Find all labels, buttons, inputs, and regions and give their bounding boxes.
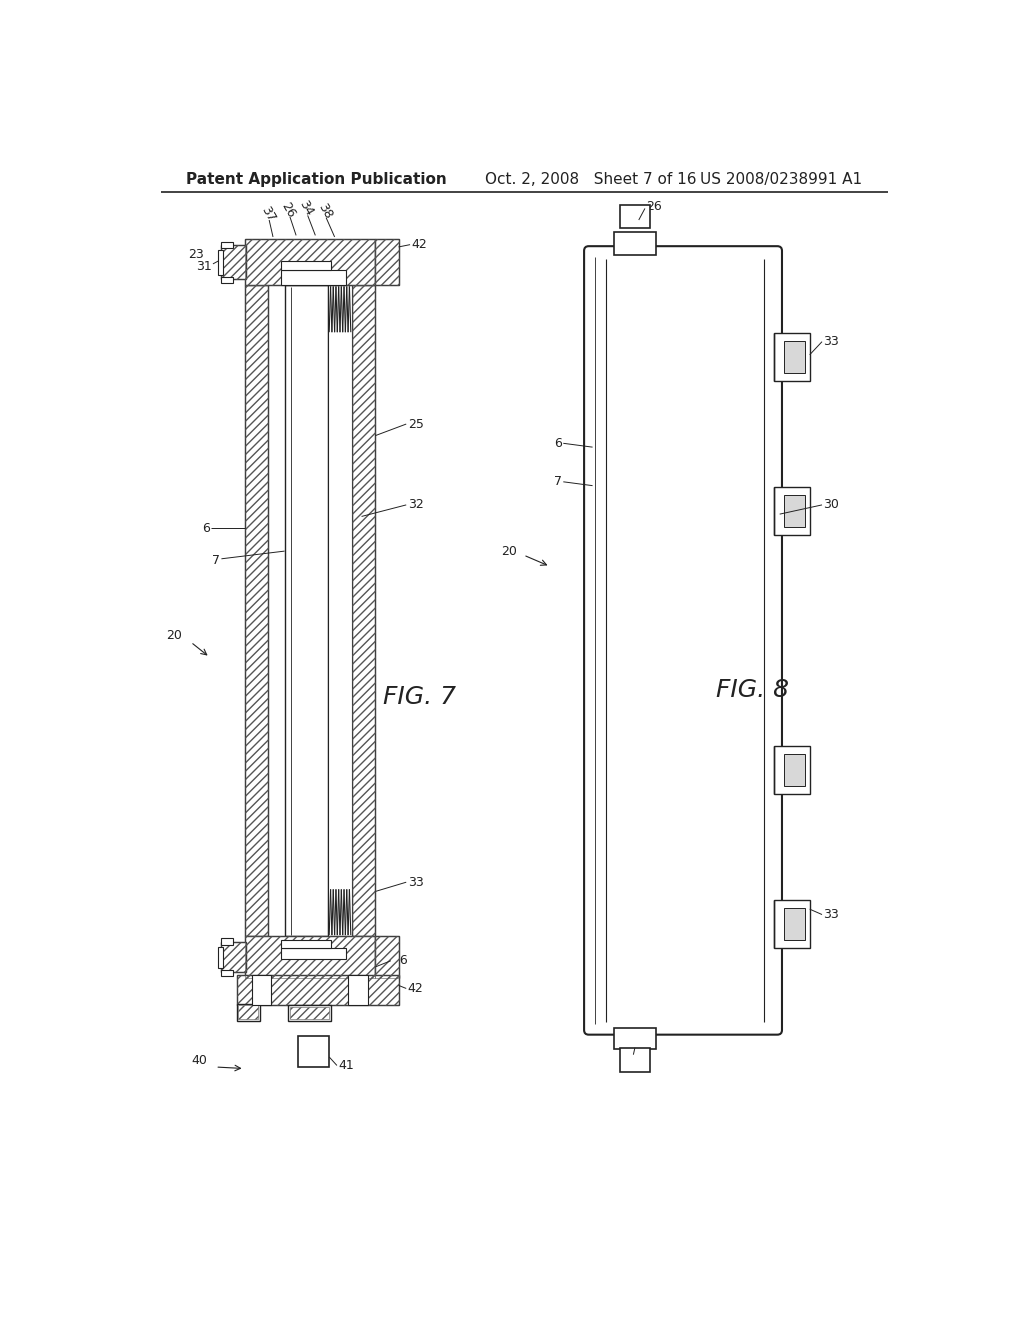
Bar	[376, 239, 398, 285]
Bar	[218, 946, 223, 968]
Bar	[289, 1006, 331, 1020]
Bar	[245, 239, 376, 285]
Text: 25: 25	[408, 417, 424, 430]
Text: Oct. 2, 2008   Sheet 7 of 16: Oct. 2, 2008 Sheet 7 of 16	[484, 173, 696, 187]
Bar	[290, 1007, 330, 1019]
Bar	[245, 239, 376, 285]
Bar	[773, 746, 810, 793]
Bar	[621, 1048, 650, 1072]
Text: US 2008/0238991 A1: US 2008/0238991 A1	[700, 173, 862, 187]
Bar	[237, 974, 398, 1006]
Bar	[221, 277, 233, 284]
Text: 42: 42	[408, 982, 424, 995]
Bar	[282, 271, 346, 285]
Bar	[376, 936, 398, 978]
Text: 20: 20	[166, 630, 182, 643]
Bar	[376, 239, 398, 285]
Bar	[237, 1005, 260, 1020]
Text: FIG. 7: FIG. 7	[383, 685, 456, 709]
Bar	[245, 936, 376, 978]
Bar	[783, 495, 805, 527]
Bar	[783, 754, 805, 785]
Bar	[252, 974, 271, 1006]
Bar	[282, 948, 346, 960]
Bar	[773, 900, 810, 948]
Bar	[239, 1006, 258, 1019]
FancyBboxPatch shape	[584, 246, 782, 1035]
Bar	[221, 246, 246, 280]
Bar	[221, 942, 246, 973]
Bar	[282, 940, 331, 948]
Bar	[245, 936, 376, 978]
Bar	[783, 908, 805, 940]
Bar	[773, 333, 810, 381]
Text: 33: 33	[823, 335, 840, 348]
Bar	[245, 285, 267, 936]
Text: 26: 26	[392, 954, 409, 968]
Bar	[221, 970, 233, 977]
Bar	[221, 942, 246, 973]
Bar	[282, 261, 331, 271]
Bar	[328, 285, 352, 936]
Bar	[773, 487, 810, 535]
Text: Patent Application Publication: Patent Application Publication	[186, 173, 446, 187]
Bar	[352, 285, 376, 936]
Bar	[783, 341, 805, 374]
Text: 38: 38	[315, 201, 334, 220]
Bar	[221, 939, 233, 945]
Text: 37: 37	[258, 203, 278, 224]
Bar	[352, 285, 376, 936]
Text: 33: 33	[823, 908, 840, 921]
Text: 31: 31	[196, 260, 211, 273]
Bar	[376, 936, 398, 978]
Bar	[285, 285, 328, 936]
Text: 26: 26	[626, 1055, 641, 1068]
Text: 30: 30	[823, 499, 840, 511]
Text: 6: 6	[202, 521, 210, 535]
Bar	[245, 285, 267, 936]
Text: 34: 34	[297, 198, 315, 219]
Text: FIG. 8: FIG. 8	[716, 677, 788, 702]
Bar	[239, 1006, 258, 1019]
Bar	[621, 205, 650, 227]
Text: 40: 40	[191, 1055, 208, 1068]
Text: 7: 7	[554, 475, 562, 488]
Text: 42: 42	[412, 238, 427, 251]
Bar	[221, 242, 233, 248]
Bar	[614, 231, 656, 255]
Text: 26: 26	[646, 199, 663, 213]
Text: 23: 23	[188, 248, 204, 261]
Text: 32: 32	[408, 499, 424, 511]
Text: 26: 26	[279, 199, 298, 220]
Text: 6: 6	[554, 437, 562, 450]
Text: 7: 7	[212, 554, 220, 566]
Text: 20: 20	[501, 545, 517, 557]
Bar	[614, 1028, 656, 1049]
Text: 33: 33	[408, 875, 424, 888]
Bar	[290, 1007, 330, 1019]
Bar	[237, 974, 398, 1006]
Text: 41: 41	[339, 1059, 354, 1072]
Bar	[348, 974, 368, 1006]
Bar	[218, 249, 223, 275]
Bar	[298, 1036, 330, 1067]
Bar	[221, 246, 246, 280]
